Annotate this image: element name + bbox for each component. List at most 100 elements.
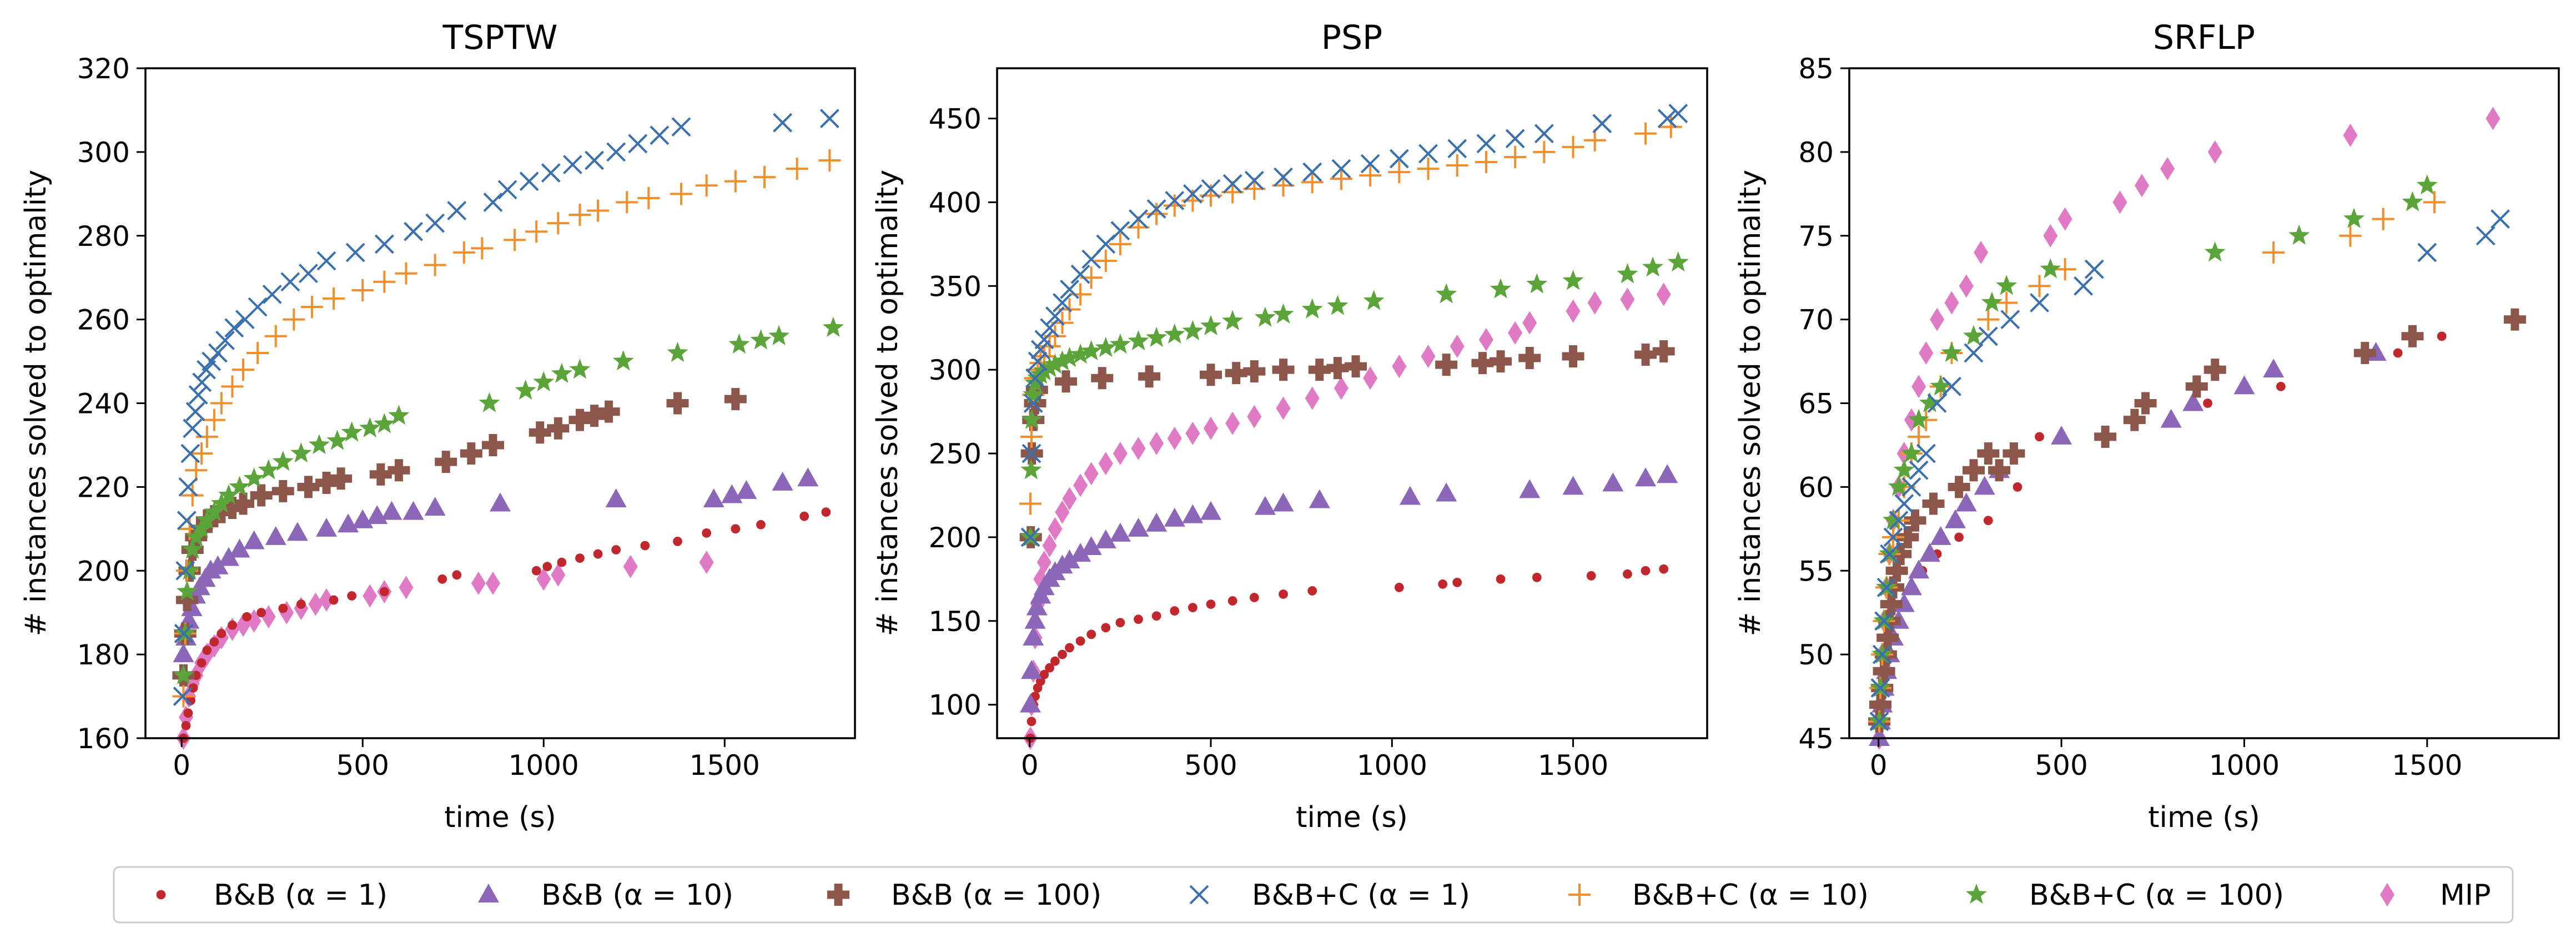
- psp-y-tick-label: 200: [929, 522, 982, 554]
- tsptw-point: [217, 629, 227, 638]
- tsptw-y-tick-label: 180: [77, 639, 130, 671]
- tsptw-point: [799, 512, 809, 521]
- tsptw-point: [532, 566, 541, 576]
- psp-point: [1452, 578, 1462, 587]
- tsptw-y-tick-label: 280: [77, 220, 130, 253]
- tsptw-y-label: # instances solved to optimality: [19, 170, 53, 637]
- tsptw-point: [756, 520, 766, 530]
- psp-point: [1065, 643, 1074, 653]
- legend-label: B&B (α = 10): [541, 879, 733, 912]
- legend-label: B&B+C (α = 100): [2029, 879, 2284, 912]
- psp-point: [1307, 586, 1317, 596]
- legend: B&B (α = 1) B&B (α = 10) B&B (α = 100) B&B+…: [114, 867, 2513, 922]
- srflp-x-tick-label: 500: [2035, 749, 2087, 781]
- srflp-y-tick-label: 55: [1798, 555, 1834, 587]
- tsptw-y-tick-label: 260: [77, 304, 130, 336]
- srflp-point: [2393, 349, 2403, 358]
- psp-point: [1623, 569, 1632, 579]
- psp-point: [1279, 589, 1288, 599]
- srflp-y-tick-label: 45: [1798, 723, 1834, 755]
- srflp-y-tick-label: 60: [1798, 471, 1834, 503]
- psp-point: [1188, 603, 1198, 612]
- psp-point: [1250, 593, 1259, 602]
- srflp-point: [2276, 382, 2286, 391]
- tsptw-point: [347, 591, 356, 601]
- tsptw-x-tick-label: 1000: [509, 749, 579, 781]
- srflp-point: [1954, 533, 1964, 542]
- srflp-x-label: time (s): [2148, 801, 2260, 834]
- psp-point: [1641, 566, 1651, 576]
- figure: 0 500 1000 1500 160180200220240260280300320…: [0, 0, 2576, 943]
- psp-point: [1587, 571, 1596, 581]
- tsptw-y-tick-label: 300: [77, 137, 130, 169]
- tsptw-x-tick-label: 1500: [690, 749, 760, 781]
- legend-label: MIP: [2440, 879, 2491, 912]
- srflp-point: [2013, 482, 2022, 492]
- tsptw-y-tick-label: 320: [77, 53, 130, 85]
- tsptw-x-tick-label: 0: [173, 749, 190, 781]
- tsptw-point: [228, 621, 237, 630]
- tsptw-point: [380, 587, 389, 597]
- srflp-point: [1984, 516, 1993, 525]
- psp-point: [1134, 614, 1143, 624]
- tsptw-point: [209, 637, 219, 647]
- psp-x-tick-label: 1000: [1357, 749, 1427, 781]
- psp-y-label: # instances solved to optimality: [871, 170, 904, 637]
- psp-point: [1206, 599, 1216, 609]
- tsptw-point: [673, 537, 682, 546]
- srflp-y-label: # instances solved to optimality: [1734, 170, 1767, 637]
- srflp-y-tick-label: 75: [1798, 220, 1834, 253]
- psp-x-label: time (s): [1296, 801, 1408, 834]
- srflp-point: [2035, 432, 2044, 441]
- srflp-y-tick-label: 80: [1798, 137, 1834, 169]
- tsptw-point: [437, 574, 447, 584]
- legend-label: B&B+C (α = 10): [1632, 879, 1869, 912]
- legend-label: B&B (α = 1): [214, 879, 388, 912]
- srflp-point: [2203, 399, 2212, 408]
- tsptw-point: [593, 549, 603, 559]
- tsptw-point: [184, 708, 193, 718]
- tsptw-point: [242, 612, 251, 622]
- psp-title: PSP: [1321, 18, 1382, 57]
- psp-y-tick-label: 300: [929, 354, 982, 386]
- psp-point: [1101, 623, 1110, 632]
- srflp-y-tick-label: 85: [1798, 53, 1834, 85]
- tsptw-x-label: time (s): [444, 801, 556, 834]
- psp-point: [1438, 579, 1447, 589]
- tsptw-y-tick-label: 160: [77, 723, 130, 755]
- tsptw-point: [611, 545, 621, 554]
- psp-point: [1115, 618, 1125, 627]
- srflp-y-tick-label: 70: [1798, 304, 1834, 336]
- psp-point: [1058, 650, 1067, 659]
- tsptw-point: [821, 507, 831, 517]
- srflp-x-tick-label: 1500: [2392, 749, 2462, 781]
- tsptw-point: [256, 608, 266, 617]
- srflp-y-tick-label: 50: [1798, 639, 1834, 671]
- legend-label: B&B+C (α = 1): [1252, 879, 1470, 912]
- tsptw-point: [278, 604, 288, 613]
- psp-point: [1170, 606, 1179, 616]
- tsptw-point: [296, 599, 306, 609]
- psp-y-tick-label: 450: [929, 103, 982, 135]
- legend-label: B&B (α = 100): [891, 879, 1101, 912]
- psp-x-tick-label: 0: [1021, 749, 1039, 781]
- tsptw-point: [197, 658, 207, 668]
- psp-point: [1228, 596, 1237, 606]
- psp-y-tick-label: 400: [929, 186, 982, 219]
- tsptw-point: [202, 646, 212, 655]
- tsptw-point: [731, 524, 740, 533]
- legend-marker: [157, 890, 166, 900]
- tsptw-point: [452, 570, 461, 579]
- tsptw-point: [542, 562, 552, 571]
- tsptw-point: [575, 553, 585, 563]
- tsptw-y-tick-label: 200: [77, 555, 130, 587]
- srflp-y-tick-label: 65: [1798, 388, 1834, 420]
- tsptw-point: [557, 558, 566, 567]
- psp-point: [1395, 583, 1404, 592]
- psp-point: [1050, 657, 1060, 666]
- psp-point: [1086, 630, 1096, 639]
- tsptw-y-tick-label: 220: [77, 471, 130, 503]
- psp-y-tick-label: 350: [929, 270, 982, 302]
- tsptw-point: [702, 528, 711, 538]
- tsptw-point: [182, 721, 191, 730]
